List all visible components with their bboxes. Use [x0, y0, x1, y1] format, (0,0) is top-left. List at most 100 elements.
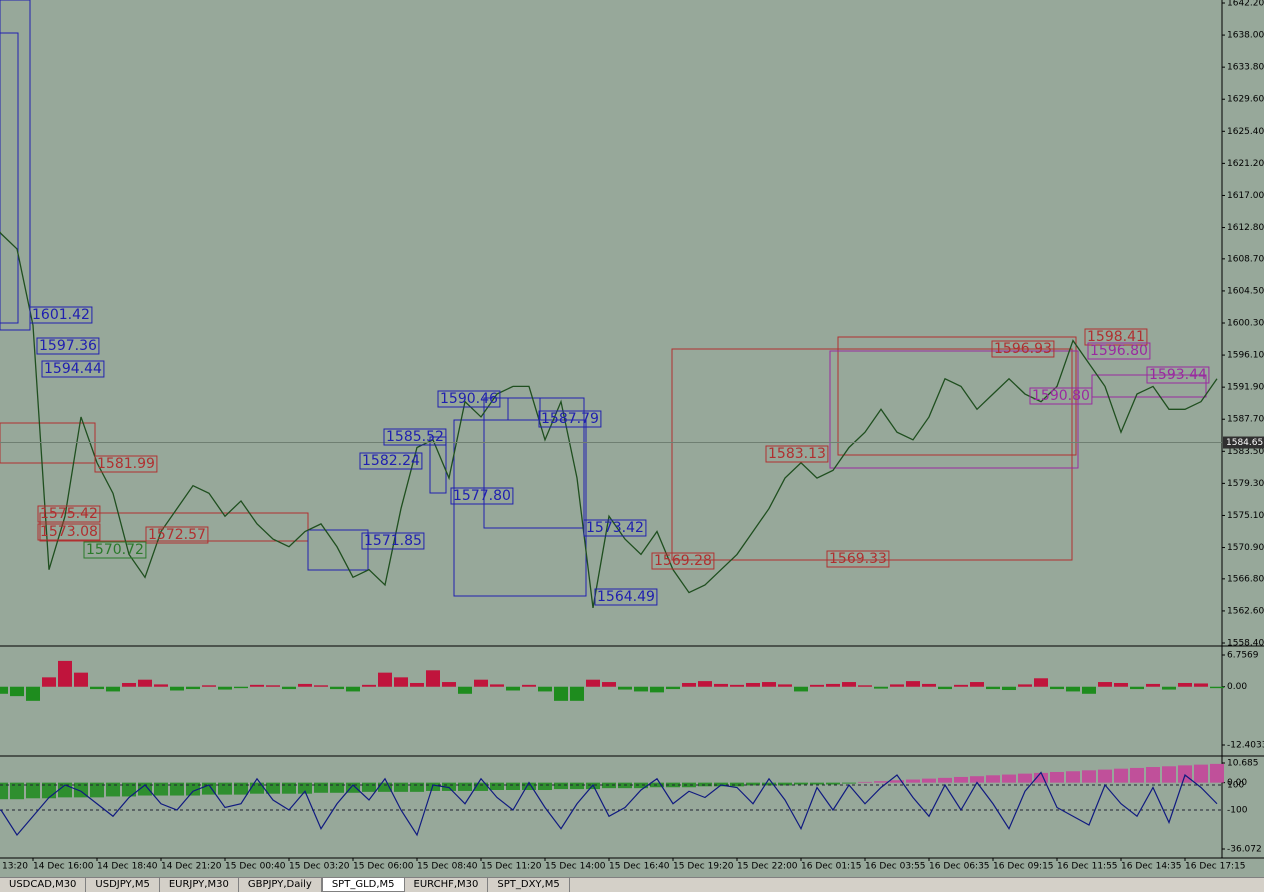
histogram-bar	[1178, 682, 1192, 687]
histogram-bar	[26, 782, 40, 799]
histogram-bar	[122, 782, 136, 797]
price-label: 1582.24	[362, 453, 420, 469]
tab[interactable]: EURCHF,M30	[405, 878, 489, 892]
histogram-bar	[426, 670, 440, 687]
histogram-bar	[730, 782, 744, 787]
histogram-bar	[842, 782, 856, 784]
current-price-box	[1223, 436, 1264, 449]
box	[507, 397, 541, 421]
y-tick-label: 1629.60	[1227, 95, 1264, 105]
x-tick-label: 15 Dec 00:40	[225, 862, 286, 872]
y-tick-label: 6.7569	[1227, 651, 1259, 661]
price-label-box	[1029, 387, 1093, 405]
histogram-bar	[282, 686, 296, 690]
histogram-bar	[474, 679, 488, 687]
price-label: 1596.80	[1090, 343, 1148, 359]
histogram-bar	[506, 782, 520, 791]
histogram-bar	[74, 672, 88, 687]
price-label: 1590.80	[1032, 388, 1090, 404]
price-label-box	[826, 550, 890, 568]
price-label: 1596.93	[994, 341, 1052, 357]
price-label-box	[36, 337, 100, 355]
histogram-bar	[858, 781, 872, 783]
histogram-bar	[522, 782, 536, 791]
box	[0, 32, 19, 324]
histogram-bar	[842, 682, 856, 687]
histogram-bar	[810, 684, 824, 687]
y-tick-label: 1621.20	[1227, 159, 1264, 169]
histogram-bar	[362, 782, 376, 792]
price-label-box	[37, 523, 101, 541]
y-tick-label: 1558.40	[1227, 639, 1264, 649]
x-tick-label: 14 Dec 21:20	[161, 862, 222, 872]
tab[interactable]: GBPJPY,Daily	[239, 878, 322, 892]
histogram-bar	[282, 782, 296, 794]
histogram-bar	[1194, 683, 1208, 687]
histogram-bar	[618, 686, 632, 690]
histogram-bar	[170, 686, 184, 691]
histogram-bar	[362, 684, 376, 687]
histogram-bar	[58, 660, 72, 687]
histogram-bar	[1050, 771, 1064, 783]
box	[837, 336, 1077, 456]
histogram-bar	[730, 684, 744, 687]
x-tick-label: 15 Dec 19:20	[673, 862, 734, 872]
histogram-bar	[762, 782, 776, 786]
y-tick-label: 1566.80	[1227, 574, 1264, 584]
histogram-bar	[938, 686, 952, 690]
histogram-bar	[250, 684, 264, 687]
x-tick-label: 15 Dec 03:20	[289, 862, 350, 872]
price-label-box	[1146, 366, 1210, 384]
histogram-bar	[538, 782, 552, 791]
histogram-bar	[570, 782, 584, 790]
histogram-bar	[874, 781, 888, 783]
histogram-bar	[1002, 774, 1016, 783]
histogram-bar	[938, 777, 952, 783]
x-tick-label: 14 Dec 16:00	[33, 862, 94, 872]
price-label-box	[361, 532, 425, 550]
y-tick-label: 1583.50	[1227, 447, 1264, 457]
price-label-box	[765, 445, 829, 463]
tab[interactable]: USDJPY,M5	[86, 878, 160, 892]
histogram-bar	[1018, 773, 1032, 783]
histogram-bar	[826, 683, 840, 687]
histogram-bar	[410, 782, 424, 792]
tab[interactable]: EURJPY,M30	[160, 878, 239, 892]
histogram-bar	[586, 679, 600, 687]
current-price-label: 1584.65	[1226, 438, 1263, 448]
histogram-bar	[1066, 771, 1080, 783]
tab[interactable]: SPT_GLD,M5	[321, 878, 405, 892]
price-label: 1572.57	[148, 527, 206, 543]
histogram-bar	[250, 782, 264, 794]
histogram-bar	[890, 780, 904, 783]
histogram-bar	[26, 686, 40, 701]
price-label-box	[359, 452, 423, 470]
price-label-box	[594, 588, 658, 606]
y-tick-label: 1575.10	[1227, 511, 1264, 521]
price-label: 1593.44	[1149, 367, 1207, 383]
histogram-bar	[602, 682, 616, 687]
histogram-bar	[234, 686, 248, 689]
price-label-box	[437, 390, 501, 408]
histogram-bar	[330, 686, 344, 690]
histogram-bar	[1146, 683, 1160, 687]
histogram-bar	[170, 782, 184, 796]
histogram-bar	[346, 782, 360, 793]
tab[interactable]: USDCAD,M30	[0, 878, 87, 892]
histogram-bar	[954, 776, 968, 783]
price-label: 1569.28	[654, 553, 712, 569]
histogram-bar	[410, 682, 424, 687]
price-label-box	[145, 526, 209, 544]
tab[interactable]: SPT_DXY,M5	[488, 878, 570, 892]
histogram-bar	[634, 782, 648, 789]
price-label: 1587.79	[541, 411, 599, 427]
histogram-bar	[922, 683, 936, 687]
price-label: 1583.13	[768, 446, 826, 462]
histogram-bar	[42, 677, 56, 687]
histogram-bar	[442, 782, 456, 791]
price-label-box	[538, 410, 602, 428]
histogram-bar	[1082, 686, 1096, 694]
price-label: 1597.36	[39, 338, 97, 354]
